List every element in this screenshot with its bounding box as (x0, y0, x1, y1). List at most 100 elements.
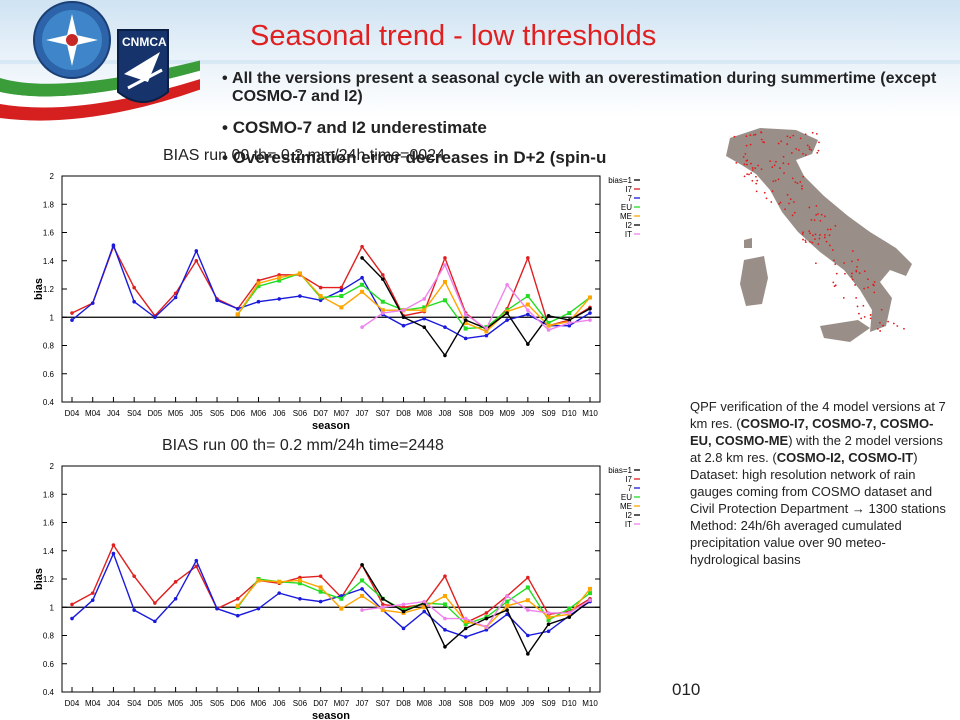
data-point-I2 (567, 318, 572, 322)
station-dot (750, 172, 753, 174)
data-point-ME (297, 578, 302, 583)
bias-chart-day1: 0.4 0.6 0.8 1 1.2 1.4 1.6 1.8 2 D04 M04 J04 S04 D05 M0… (33, 172, 640, 432)
data-point-7 (235, 306, 240, 311)
station-dot (786, 143, 789, 145)
data-point-7 (111, 551, 116, 556)
x-tick-label: M04 (85, 409, 101, 418)
footer-number: 010 (672, 680, 701, 699)
data-point-EU (297, 581, 302, 586)
y-tick-label: 1.2 (43, 285, 55, 294)
data-point-I2 (546, 314, 551, 318)
x-tick-label: M10 (582, 699, 598, 708)
x-tick-label: J06 (273, 409, 286, 418)
data-point-I7 (194, 564, 199, 569)
data-point-ME (588, 295, 592, 300)
station-dot (856, 305, 859, 308)
station-dot (824, 215, 826, 218)
station-dot (744, 153, 747, 155)
data-point-IT (567, 321, 572, 325)
x-tick-label: S04 (127, 699, 142, 708)
y-tick-label: 0.8 (43, 632, 55, 641)
data-point-ME (422, 308, 427, 313)
y-axis-label: bias (33, 278, 45, 300)
station-dot (788, 202, 790, 205)
station-dot (843, 262, 846, 264)
station-dot (801, 187, 803, 190)
data-point-IT (463, 312, 468, 317)
station-dot (809, 240, 811, 243)
station-dot (791, 177, 794, 180)
info-box: QPF verification of the 4 model versions… (690, 398, 952, 568)
station-dot (772, 180, 775, 183)
station-dot (780, 140, 783, 143)
x-tick-label: M05 (168, 699, 184, 708)
data-point-7 (463, 635, 468, 639)
plot-frame (61, 465, 601, 693)
data-point-7 (401, 626, 406, 631)
station-dot (799, 137, 802, 140)
data-point-EU (442, 298, 447, 303)
station-dot (863, 270, 866, 273)
data-point-ME (360, 289, 365, 294)
station-dot (832, 281, 835, 284)
station-dot (802, 231, 804, 234)
station-dot (829, 244, 831, 247)
station-dot (826, 228, 829, 231)
station-dot (850, 275, 853, 278)
data-point-IT (588, 318, 592, 322)
data-point-I2 (546, 622, 551, 626)
y-tick-label: 0.4 (43, 688, 55, 697)
station-dot (811, 241, 814, 244)
station-dot (794, 181, 797, 184)
data-point-7 (215, 298, 219, 303)
data-point-I7 (90, 591, 95, 595)
station-dot (851, 278, 854, 281)
station-dot (798, 149, 800, 151)
data-point-ME (256, 281, 261, 286)
data-point-I2 (505, 311, 509, 315)
station-dot (882, 324, 884, 327)
service-emblem-icon: CNMCA (0, 1, 210, 121)
data-point-I7 (381, 273, 385, 277)
station-dot (792, 134, 795, 137)
station-dot (810, 149, 813, 151)
data-point-IT (484, 326, 489, 331)
x-tick-label: J05 (190, 409, 203, 418)
station-dot (879, 330, 882, 332)
legend-label: bias=1 (608, 176, 632, 185)
data-point-7 (360, 587, 364, 591)
station-dot (819, 219, 822, 222)
station-dot (820, 213, 823, 216)
station-dot (854, 284, 857, 286)
x-tick-label: J06 (273, 699, 286, 708)
station-dot (751, 179, 754, 182)
station-dot (806, 144, 809, 147)
series-line-I2 (361, 564, 591, 656)
italy-station-map-icon (726, 128, 912, 342)
station-dot (755, 175, 757, 178)
station-dot (818, 141, 820, 144)
x-tick-label: J08 (439, 409, 452, 418)
station-dot (809, 232, 811, 235)
data-point-7 (215, 606, 219, 611)
x-axis-label: season (312, 420, 350, 432)
data-point-IT (422, 297, 427, 301)
x-tick-label: M07 (334, 699, 350, 708)
station-dot (777, 142, 780, 145)
legend-label: IT (625, 520, 632, 529)
x-tick-label: J04 (107, 409, 120, 418)
station-dot (855, 269, 858, 272)
x-tick-label: J09 (521, 699, 534, 708)
data-point-I7 (318, 285, 323, 290)
station-dot (774, 179, 777, 182)
station-dot (760, 168, 763, 171)
y-tick-label: 1 (50, 603, 55, 612)
data-point-ME (484, 329, 489, 334)
info-bold-2: COSMO-I2, COSMO-IT (776, 450, 914, 465)
station-dot (791, 214, 794, 217)
data-point-IT (463, 616, 468, 621)
station-dot (866, 278, 869, 281)
data-point-EU (277, 278, 282, 283)
station-dot (880, 308, 883, 311)
station-dot (754, 167, 757, 170)
